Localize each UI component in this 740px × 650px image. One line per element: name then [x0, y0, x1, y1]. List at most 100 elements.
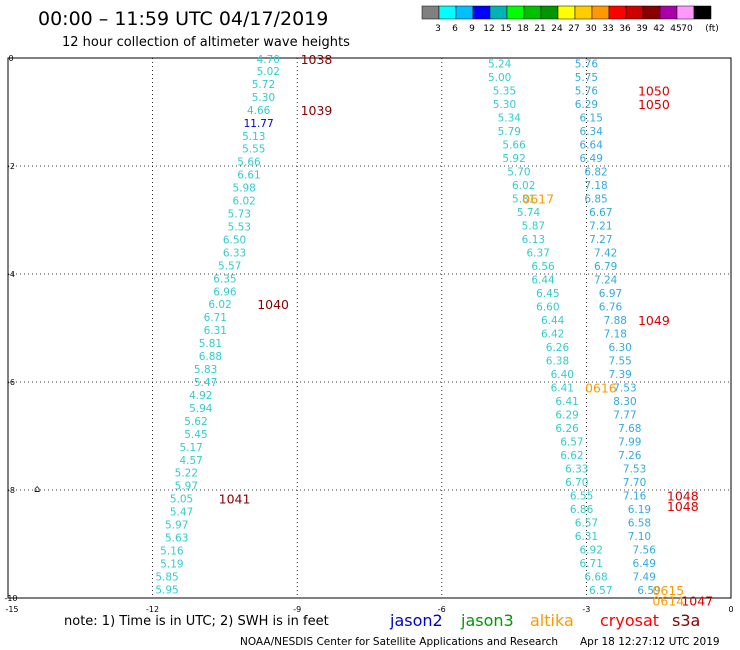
time-annotation: 1038: [301, 52, 333, 67]
x-tick-label: -9: [293, 605, 301, 614]
data-point-label: 6.29: [575, 99, 598, 111]
data-point-label: 7.21: [589, 220, 612, 232]
scale-swatch: [506, 5, 525, 20]
x-tick-label: 0: [728, 605, 733, 614]
data-point-label: 6.02: [208, 299, 231, 311]
data-point-label: 5.94: [189, 403, 213, 415]
data-point-label: 6.61: [237, 170, 260, 182]
footer-credit: NOAA/NESDIS Center for Satellite Applica…: [240, 636, 558, 648]
data-point-label: 6.55: [570, 490, 593, 502]
satellite-legend-item: cryosat: [600, 611, 659, 630]
wave-height-tracks: 4.705.025.725.304.6611.775.135.555.666.6…: [155, 54, 660, 597]
plot-frame: [7, 57, 732, 599]
data-point-label: 5.00: [488, 72, 511, 84]
time-annotation: 0615: [652, 583, 684, 598]
data-point-label: 5.97: [175, 481, 198, 493]
data-point-label: 5.47: [194, 377, 217, 389]
scale-swatch: [591, 5, 610, 20]
time-annotation: 0616: [585, 380, 617, 395]
data-point-label: 5.13: [242, 131, 265, 143]
satellite-legend: jason2 jason3 altika cryosat s3a: [389, 611, 700, 630]
data-point-label: 7.24: [594, 274, 618, 286]
data-point-label: 6.49: [633, 558, 656, 570]
data-point-label: 5.73: [228, 209, 251, 221]
data-point-label: 4.92: [189, 390, 212, 402]
satellite-legend-item: jason3: [460, 611, 514, 630]
data-point-label: 4.66: [247, 105, 271, 117]
y-tick-label: -8: [7, 486, 15, 495]
scale-swatch: [523, 5, 542, 20]
data-point-label: 5.05: [170, 494, 193, 506]
scale-swatch: [438, 5, 457, 20]
data-point-label: 5.87: [522, 220, 545, 232]
data-point-label: 7.16: [623, 490, 647, 502]
data-point-label: 6.02: [232, 196, 255, 208]
data-point-label: 6.88: [199, 351, 222, 363]
data-point-label: 6.58: [628, 517, 651, 529]
data-point-label: 6.57: [560, 436, 583, 448]
data-point-label: 5.22: [175, 468, 198, 480]
x-tick-label: -6: [438, 605, 446, 614]
data-point-label: 5.19: [160, 558, 183, 570]
data-point-label: 6.86: [570, 504, 594, 516]
data-point-label: 6.50: [223, 234, 246, 246]
data-point-label: 7.53: [623, 463, 646, 475]
data-point-label: 5.74: [517, 207, 541, 219]
data-point-label: 6.71: [580, 558, 603, 570]
scale-tick-label: 12: [483, 24, 494, 34]
data-point-label: 5.30: [252, 92, 275, 104]
time-annotation: 1039: [301, 103, 333, 118]
data-point-label: 6.44: [541, 315, 565, 327]
data-point-label: 5.83: [194, 364, 217, 376]
scale-swatch: [472, 5, 491, 20]
time-annotation: 1048: [667, 499, 699, 514]
data-point-label: 5.92: [502, 153, 525, 165]
data-point-label: 5.66: [237, 157, 261, 169]
scale-swatch: [489, 5, 508, 20]
track-c: 5.765.755.766.296.156.346.646.496.827.18…: [575, 58, 661, 597]
scale-tick-label: 70: [681, 24, 693, 34]
track-b: 5.24 5.005.35 5.305.34 5.795.66 5.925.70 6.02…: [488, 58, 613, 597]
data-point-label: 5.81: [512, 193, 535, 205]
data-point-label: 7.18: [604, 328, 627, 340]
data-point-label: 6.33: [565, 463, 588, 475]
time-annotation: 1049: [638, 313, 670, 328]
data-point-label: 6.02: [512, 180, 535, 192]
y-tick-label: -4: [7, 270, 15, 279]
data-point-label: 5.47: [170, 507, 193, 519]
data-point-label: 5.57: [218, 260, 241, 272]
data-point-label: 6.31: [575, 531, 598, 543]
time-annotation: 0614: [652, 594, 684, 609]
data-point-label: 6.62: [560, 450, 583, 462]
data-point-label: 6.79: [594, 261, 617, 273]
data-point-label: 6.85: [584, 193, 607, 205]
data-point-label: 5.35: [493, 85, 516, 97]
scale-swatch: [625, 5, 644, 20]
data-point-label: 6.76: [599, 301, 623, 313]
data-point-label: 6.59: [637, 585, 660, 597]
scale-tick-label: 6: [452, 24, 458, 34]
scale-tick-label: 24: [551, 24, 563, 34]
time-annotation: 0617: [522, 191, 554, 206]
data-point-label: 5.62: [184, 416, 207, 428]
data-point-label: 6.71: [204, 312, 227, 324]
satellite-legend-item: altika: [530, 611, 574, 630]
data-point-label: 8.30: [613, 396, 636, 408]
scale-tick-label: 30: [585, 24, 597, 34]
data-point-label: 6.68: [584, 571, 607, 583]
y-tick-label: -6: [7, 378, 15, 387]
data-point-label: 5.81: [199, 338, 222, 350]
data-point-label: 5.30: [493, 99, 516, 111]
data-point-label: 6.29: [555, 409, 578, 421]
data-point-label: 5.75: [575, 72, 598, 84]
data-point-label: 6.42: [541, 328, 564, 340]
x-tick-label: -12: [146, 605, 159, 614]
data-point-label: 6.35: [213, 273, 236, 285]
scale-swatch: [608, 5, 627, 20]
data-point-label: 7.10: [628, 531, 651, 543]
data-point-label: 4.57: [179, 455, 202, 467]
scale-swatch: [540, 5, 559, 20]
time-annotation: 1048: [667, 488, 699, 503]
data-point-label: 5.66: [502, 139, 526, 151]
